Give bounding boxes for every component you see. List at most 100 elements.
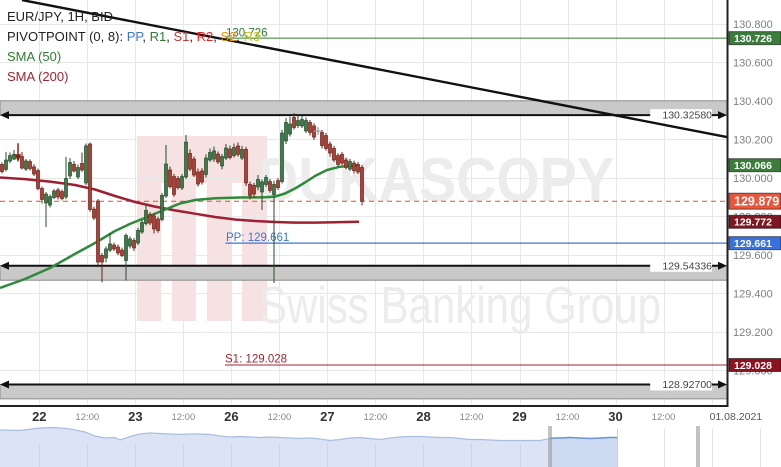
time-tick-day[interactable]: 28: [416, 409, 430, 424]
candle[interactable]: [168, 169, 172, 187]
candle[interactable]: [268, 181, 272, 191]
candle[interactable]: [164, 163, 168, 197]
candle[interactable]: [80, 163, 84, 171]
candle[interactable]: [288, 123, 292, 135]
navigator-area[interactable]: [0, 427, 617, 467]
candle[interactable]: [212, 150, 216, 160]
candle[interactable]: [236, 145, 240, 155]
time-tick-hour[interactable]: 12:00: [75, 412, 99, 423]
candle[interactable]: [24, 160, 28, 170]
candle[interactable]: [180, 176, 184, 189]
time-tick-hour[interactable]: 12:00: [652, 412, 676, 423]
zone-arrow-right[interactable]: [718, 261, 727, 270]
candle[interactable]: [52, 190, 56, 198]
candle[interactable]: [272, 184, 276, 195]
price-tick-label[interactable]: 129.600: [733, 250, 773, 262]
candle[interactable]: [240, 149, 244, 159]
pp-label[interactable]: PP: 129.661: [226, 232, 289, 244]
candle[interactable]: [108, 243, 112, 251]
candle[interactable]: [208, 152, 212, 161]
candle[interactable]: [304, 120, 308, 132]
price-tick-label[interactable]: 129.200: [733, 327, 773, 339]
r1-label[interactable]: 130.726: [226, 28, 268, 40]
price-badge-label[interactable]: 130.726: [734, 33, 772, 45]
candle[interactable]: [156, 218, 160, 231]
candle[interactable]: [116, 246, 120, 254]
candle[interactable]: [124, 235, 128, 261]
candle[interactable]: [112, 244, 116, 250]
candle[interactable]: [40, 188, 44, 200]
candle[interactable]: [36, 170, 40, 189]
navigator[interactable]: [0, 426, 761, 467]
price-tick-label[interactable]: 130.200: [733, 134, 773, 146]
candle[interactable]: [220, 156, 224, 167]
time-tick-day[interactable]: 29: [512, 409, 526, 424]
candle[interactable]: [56, 189, 60, 198]
candle[interactable]: [152, 215, 156, 230]
candle[interactable]: [348, 161, 352, 170]
candle[interactable]: [140, 222, 144, 233]
candle[interactable]: [276, 180, 280, 188]
candle[interactable]: [184, 141, 188, 178]
candle[interactable]: [320, 132, 324, 146]
time-tick-date[interactable]: 01.08.2021: [710, 411, 763, 423]
candle[interactable]: [76, 167, 80, 178]
candle[interactable]: [188, 153, 192, 170]
candle[interactable]: [128, 238, 132, 247]
candle[interactable]: [204, 157, 208, 175]
candle[interactable]: [216, 153, 220, 163]
candle[interactable]: [136, 230, 140, 244]
candle[interactable]: [324, 135, 328, 149]
price-tick-label[interactable]: 130.400: [733, 96, 773, 108]
candle[interactable]: [176, 178, 180, 188]
time-tick-hour[interactable]: 12:00: [268, 412, 292, 423]
candle[interactable]: [256, 179, 260, 188]
candle[interactable]: [192, 158, 196, 176]
price-badge[interactable]: [728, 214, 781, 229]
candle[interactable]: [68, 162, 72, 177]
price-badge[interactable]: [728, 236, 781, 251]
s1-label[interactable]: S1: 129.028: [225, 354, 287, 366]
candle[interactable]: [28, 161, 32, 169]
candle[interactable]: [280, 132, 284, 182]
candle[interactable]: [260, 181, 264, 193]
candle[interactable]: [32, 166, 36, 175]
candle[interactable]: [248, 184, 252, 196]
candle[interactable]: [64, 178, 68, 198]
price-tick-label[interactable]: 129.400: [733, 288, 773, 300]
candle[interactable]: [172, 176, 176, 195]
candle[interactable]: [244, 149, 248, 184]
candle[interactable]: [72, 164, 76, 172]
zone-label[interactable]: 129.54336: [662, 260, 712, 272]
candle[interactable]: [96, 200, 100, 263]
candle[interactable]: [360, 167, 364, 202]
time-tick-hour[interactable]: 12:00: [556, 412, 580, 423]
candle[interactable]: [0, 164, 4, 172]
price-badge[interactable]: [728, 158, 781, 173]
time-tick-hour[interactable]: 12:00: [460, 412, 484, 423]
candle[interactable]: [84, 145, 88, 184]
candle[interactable]: [12, 154, 16, 160]
candle[interactable]: [196, 171, 200, 185]
zone-label[interactable]: 130.32580: [662, 110, 712, 122]
price-badge-label[interactable]: 129.661: [734, 238, 772, 250]
candle[interactable]: [252, 185, 256, 195]
candle[interactable]: [4, 159, 8, 170]
candle[interactable]: [88, 143, 92, 210]
candle[interactable]: [336, 155, 340, 165]
candle[interactable]: [328, 143, 332, 154]
time-tick-hour[interactable]: 12:00: [364, 412, 388, 423]
time-tick-day[interactable]: 23: [128, 409, 142, 424]
candle[interactable]: [144, 210, 148, 224]
candle[interactable]: [344, 159, 348, 168]
watermark-subtitle[interactable]: Swiss Banking Group: [259, 277, 661, 335]
time-axis[interactable]: 22 12:00 23 12:00 26 12:00 27 12:00 28 12:00 29 12:…: [32, 409, 762, 424]
candle[interactable]: [8, 155, 12, 162]
price-badge-label[interactable]: 129.879: [734, 195, 779, 209]
candle[interactable]: [332, 148, 336, 161]
navigator-line[interactable]: [0, 426, 617, 442]
navigator-selection[interactable]: [0, 428, 617, 467]
watermark-brand[interactable]: DUKASCOPY: [258, 146, 614, 215]
price-tick-label[interactable]: 130.800: [733, 19, 773, 31]
